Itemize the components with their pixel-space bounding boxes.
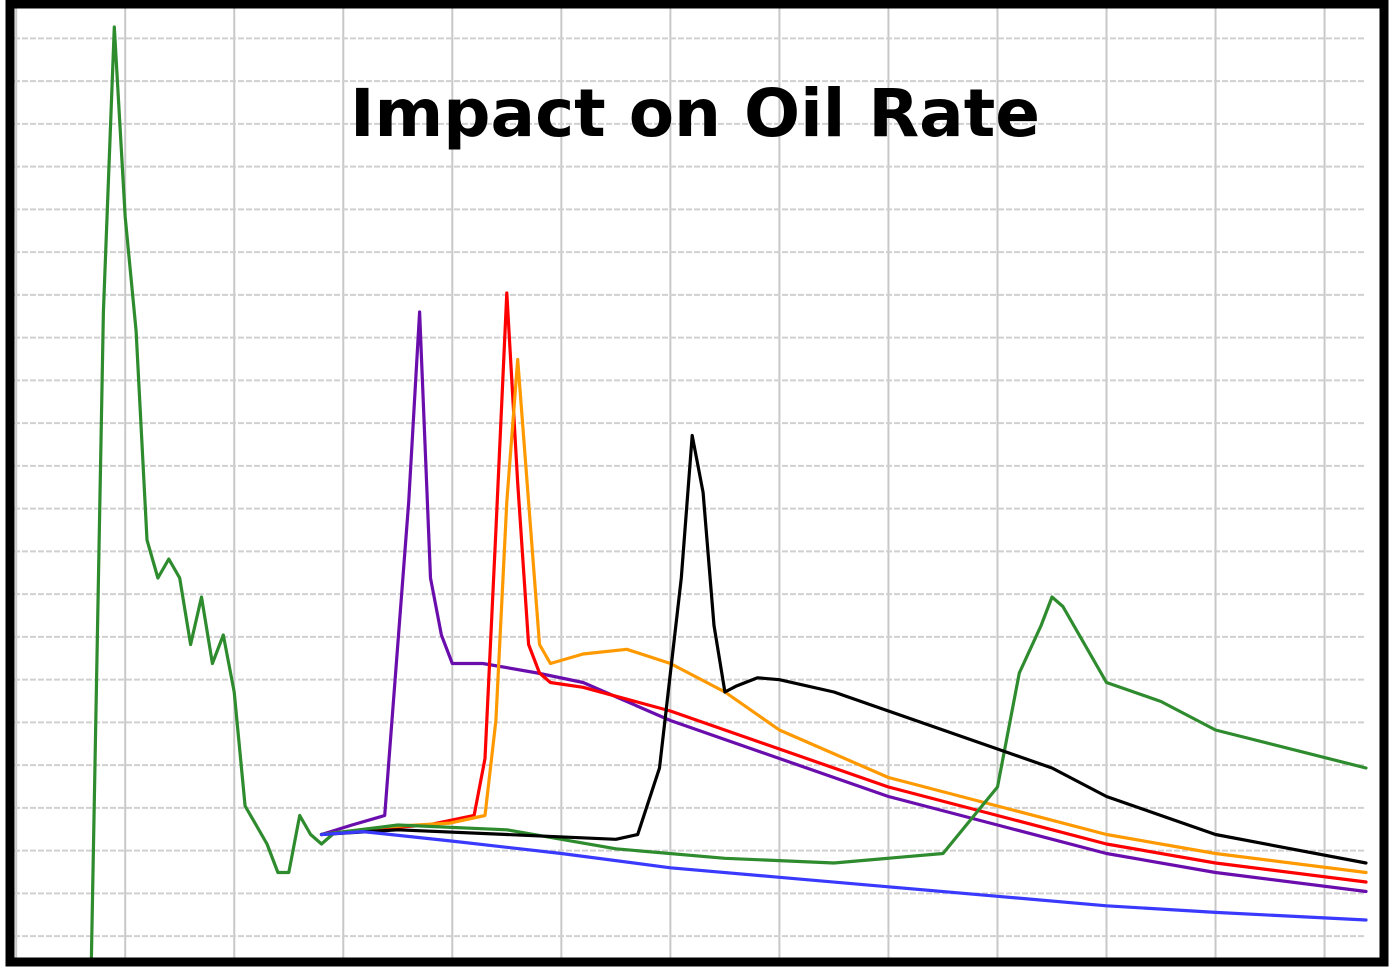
series-line-4 [319,357,1368,875]
plot-border [5,0,1389,967]
series-group [89,25,1368,960]
series-line-5 [319,595,1368,865]
series-line-1 [89,25,334,960]
grid [14,8,1366,958]
series-line-7 [319,830,1368,922]
series-line-6 [319,433,1368,865]
series-line-3 [319,291,1368,884]
chart-title: Impact on Oil Rate [350,75,1040,152]
series-line-2 [319,310,1368,894]
